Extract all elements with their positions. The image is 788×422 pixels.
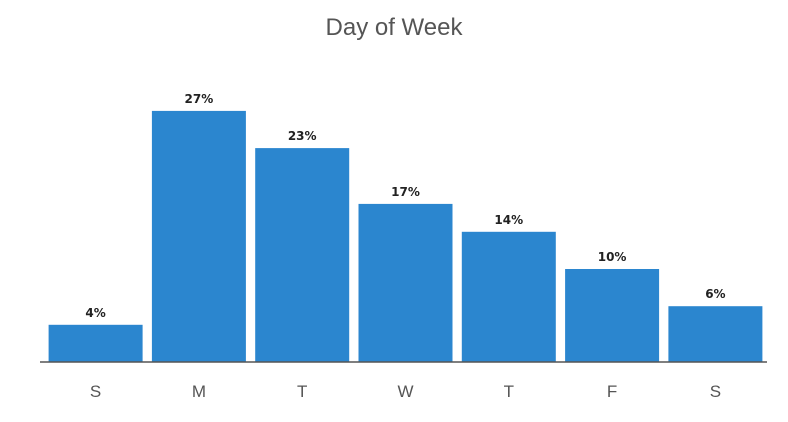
bar-4 — [461, 231, 556, 362]
bar-3 — [358, 203, 453, 362]
bar-1 — [151, 110, 246, 363]
data-label-2: 23% — [288, 129, 317, 143]
x-tick-label-5: F — [607, 382, 617, 401]
x-tick-label-3: W — [397, 382, 413, 401]
x-tick-label-2: T — [297, 382, 307, 401]
data-label-3: 17% — [391, 185, 420, 199]
data-label-5: 10% — [598, 250, 627, 264]
x-tick-label-1: M — [192, 382, 206, 401]
x-tick-label-6: S — [710, 382, 721, 401]
bar-5 — [565, 269, 660, 362]
bar-2 — [255, 148, 350, 362]
x-tick-label-4: T — [504, 382, 514, 401]
data-labels-group: 4% 27% 23% 17% 14% 10% 6% — [85, 92, 725, 320]
bar-6 — [668, 306, 763, 362]
data-label-4: 14% — [494, 213, 523, 227]
data-label-1: 27% — [185, 92, 214, 106]
bar-0 — [48, 324, 143, 362]
x-tick-label-0: S — [90, 382, 101, 401]
data-label-0: 4% — [85, 306, 105, 320]
data-label-6: 6% — [705, 287, 725, 301]
chart-title: Day of Week — [325, 14, 463, 41]
bars-group — [48, 110, 763, 363]
